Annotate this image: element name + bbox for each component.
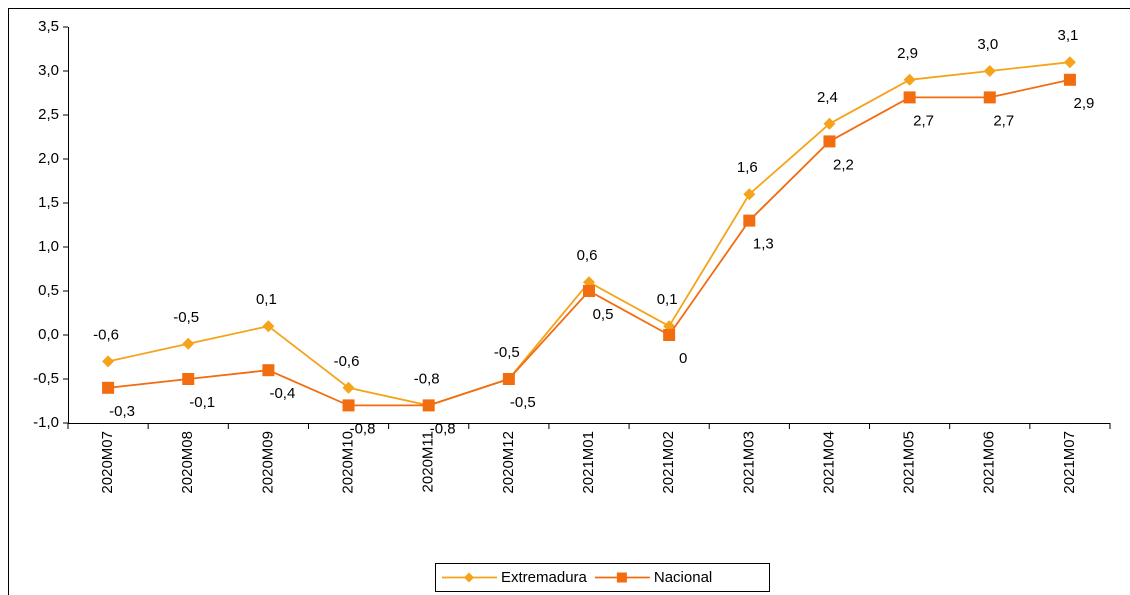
x-tick-label: 2021M04 xyxy=(820,431,837,494)
point xyxy=(262,364,275,377)
y-tick-label: 2,5 xyxy=(38,106,59,123)
point-label: 0 xyxy=(679,350,687,367)
point xyxy=(903,73,916,86)
point xyxy=(983,91,996,104)
point-label: 2,9 xyxy=(1073,95,1094,112)
point-label: 1,6 xyxy=(737,159,758,176)
point-label: -0,4 xyxy=(269,385,295,402)
point-label: 2,9 xyxy=(897,45,918,62)
point xyxy=(262,320,275,333)
legend: Extremadura Nacional xyxy=(435,563,770,592)
x-tick-label: 2020M12 xyxy=(500,431,517,494)
point-label: -0,8 xyxy=(430,420,456,437)
point-label: 3,0 xyxy=(977,36,998,53)
point-label: 0,1 xyxy=(657,291,678,308)
point-label: -0,1 xyxy=(189,394,215,411)
x-tick-label: 2021M03 xyxy=(740,431,757,494)
y-tick-label: 1,5 xyxy=(38,194,59,211)
chart-frame xyxy=(8,8,1130,595)
y-tick-label: -0,5 xyxy=(33,370,59,387)
point-label: -0,5 xyxy=(510,394,536,411)
x-tick-label: 2020M07 xyxy=(99,431,116,494)
point xyxy=(342,399,355,412)
point-label: -0,8 xyxy=(350,420,376,437)
point-label: 3,1 xyxy=(1057,27,1078,44)
point-label: 2,2 xyxy=(833,156,854,173)
point xyxy=(583,285,595,297)
point-label: -0,5 xyxy=(494,344,520,361)
point xyxy=(903,91,916,104)
y-tick-label: -1,0 xyxy=(33,414,59,431)
legend-marker xyxy=(616,572,627,583)
x-tick-label: 2020M11 xyxy=(420,431,437,492)
legend-label: Extremadura xyxy=(501,569,588,586)
point xyxy=(1063,73,1076,86)
x-tick-label: 2021M07 xyxy=(1061,431,1078,494)
point-label: 2,7 xyxy=(993,112,1014,129)
x-tick-label: 2020M10 xyxy=(340,431,357,494)
y-tick-label: 2,0 xyxy=(38,150,59,167)
point xyxy=(823,135,836,148)
x-tick-label: 2021M01 xyxy=(580,431,597,494)
y-tick-label: 1,0 xyxy=(38,238,59,255)
point xyxy=(102,381,115,394)
x-tick-label: 2021M06 xyxy=(981,431,998,494)
x-tick-label: 2021M05 xyxy=(901,431,918,494)
legend-marker xyxy=(464,572,474,583)
y-tick-label: 0,0 xyxy=(38,326,59,343)
legend-label: Nacional xyxy=(654,569,712,586)
point-label: -0,6 xyxy=(93,326,119,343)
y-tick-label: 3,0 xyxy=(38,62,59,79)
x-tick-label: 2021M02 xyxy=(660,431,677,494)
point xyxy=(1063,56,1076,69)
point xyxy=(422,399,435,412)
point xyxy=(342,381,355,394)
point xyxy=(502,373,515,385)
point-label: 0,1 xyxy=(256,291,277,308)
point-label: 2,4 xyxy=(817,89,838,106)
point-label: -0,5 xyxy=(173,309,199,326)
point xyxy=(182,337,195,350)
point xyxy=(663,329,676,341)
point-label: 0,5 xyxy=(593,306,614,323)
x-tick-label: 2020M08 xyxy=(179,431,196,494)
point xyxy=(983,65,996,77)
y-tick-label: 3,5 xyxy=(38,18,59,35)
point xyxy=(102,355,115,368)
point xyxy=(823,117,836,130)
point-label: 2,7 xyxy=(913,112,934,129)
point xyxy=(743,214,756,227)
point-label: 1,3 xyxy=(753,236,774,253)
point-label: -0,6 xyxy=(334,353,360,370)
point xyxy=(743,188,756,201)
point-label: -0,3 xyxy=(109,403,135,420)
y-tick-label: 0,5 xyxy=(38,282,59,299)
x-tick-label: 2020M09 xyxy=(259,431,276,494)
point xyxy=(182,373,195,385)
point-label: -0,8 xyxy=(414,370,440,387)
point-label: 0,6 xyxy=(577,247,598,264)
